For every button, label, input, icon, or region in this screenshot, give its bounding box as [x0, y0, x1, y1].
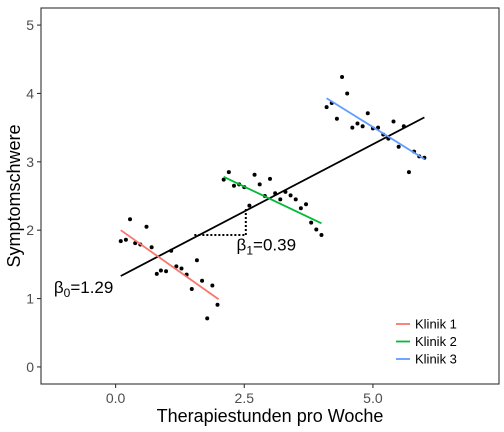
y-tick-label: 4	[26, 85, 34, 101]
data-point	[257, 182, 262, 187]
overall-regression-line	[120, 116, 425, 277]
data-point	[350, 125, 355, 130]
beta0-subscript: 0	[64, 286, 71, 300]
data-point	[231, 183, 236, 188]
beta1-symbol: β	[237, 236, 247, 255]
klinik-3-line	[326, 97, 425, 160]
legend-label-klinik-2: Klinik 2	[415, 334, 457, 349]
data-point	[247, 203, 252, 208]
legend-label-klinik-1: Klinik 1	[415, 317, 457, 332]
data-point	[288, 193, 293, 198]
legend: Klinik 1 Klinik 2 Klinik 3	[396, 317, 457, 367]
y-tick-label: 0	[26, 359, 34, 375]
data-point	[179, 266, 184, 271]
data-point	[268, 176, 272, 181]
data-point	[149, 245, 154, 250]
data-point	[226, 170, 231, 175]
data-point	[319, 232, 324, 237]
data-point	[200, 278, 205, 283]
data-point	[406, 170, 411, 175]
x-tick-label: 5.0	[363, 390, 383, 406]
data-point	[278, 197, 283, 202]
data-point	[298, 206, 303, 211]
x-axis-title: Therapiestunden pro Woche	[157, 406, 384, 426]
data-point	[396, 144, 401, 149]
regression-lines	[120, 97, 425, 300]
beta0-annotation: β0=1.29	[54, 278, 113, 300]
y-axis-title: Symptomschwere	[4, 124, 24, 267]
data-point	[360, 124, 365, 129]
data-point	[118, 239, 123, 244]
legend-label-klinik-3: Klinik 3	[415, 352, 457, 367]
klinik-1-line	[120, 229, 220, 300]
y-tick-label: 5	[26, 17, 34, 33]
x-axis: 0.0 2.5 5.0	[106, 384, 383, 406]
data-point	[164, 269, 169, 274]
data-point	[144, 224, 149, 229]
plot-panel	[40, 7, 500, 385]
data-point	[391, 119, 396, 124]
data-point	[304, 202, 309, 207]
data-point	[324, 105, 329, 110]
data-point	[174, 264, 179, 269]
beta1-subscript: 1	[246, 244, 253, 258]
beta1-annotation: β1=0.39	[237, 236, 296, 258]
data-point	[340, 75, 345, 80]
data-point	[210, 283, 215, 288]
y-tick-label: 2	[26, 222, 34, 238]
data-point	[345, 91, 350, 96]
data-point	[158, 268, 163, 273]
beta0-value: =1.29	[70, 278, 113, 297]
data-point	[293, 197, 298, 202]
data-point	[133, 241, 138, 246]
data-point	[154, 271, 159, 276]
data-point	[194, 258, 199, 263]
klinik-2-line	[223, 176, 322, 225]
data-point	[314, 227, 319, 232]
data-point	[189, 286, 194, 291]
slope-triangle	[194, 208, 247, 236]
x-tick-label: 0.0	[106, 390, 126, 406]
data-point	[309, 220, 314, 225]
data-point	[365, 111, 370, 116]
data-point	[355, 121, 360, 126]
y-tick-label: 1	[26, 291, 34, 307]
data-point	[123, 237, 128, 242]
data-point	[221, 177, 226, 182]
y-axis: 0 1 2 3 4 5	[26, 17, 41, 375]
data-point	[252, 172, 257, 177]
data-point	[128, 217, 133, 222]
x-tick-label: 2.5	[235, 390, 255, 406]
beta0-symbol: β	[54, 278, 64, 297]
data-point	[215, 302, 220, 307]
y-tick-label: 3	[26, 154, 34, 170]
beta1-value: =0.39	[253, 236, 296, 255]
data-point	[205, 316, 210, 321]
data-point	[334, 116, 339, 121]
